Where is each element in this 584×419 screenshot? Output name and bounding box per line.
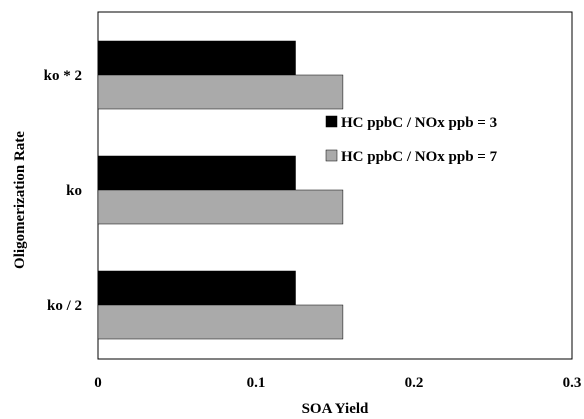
legend: HC ppbC / NOx ppb = 3 HC ppbC / NOx ppb =… [325,115,498,165]
x-axis-title: SOA Yield [302,401,369,417]
y-axis-title: Oligomerization Rate [12,131,28,269]
bars-group [97,40,344,340]
legend-label-2: HC ppbC / NOx ppb = 7 [341,149,498,165]
x-tick-labels: 0 0.1 0.2 0.3 [94,375,581,391]
category-label-1: ko * 2 [44,68,82,84]
bar-1-2 [97,155,296,191]
legend-swatch-1 [325,115,338,128]
x-tick-label-4: 0.3 [563,375,582,391]
bar-2-2 [97,189,344,225]
category-label-2: ko [66,183,82,199]
x-tick-label-2: 0.1 [247,375,266,391]
category-labels: ko * 2 ko ko / 2 [44,68,82,314]
bar-1-1 [97,40,296,76]
bar-2-1 [97,74,344,110]
bar-1-3 [97,270,296,306]
x-tick-label-1: 0 [94,375,102,391]
bar-2-3 [97,304,344,340]
legend-swatch-2 [325,149,338,162]
x-tick-label-3: 0.2 [405,375,424,391]
legend-label-1: HC ppbC / NOx ppb = 3 [341,115,497,131]
category-label-3: ko / 2 [47,298,82,314]
